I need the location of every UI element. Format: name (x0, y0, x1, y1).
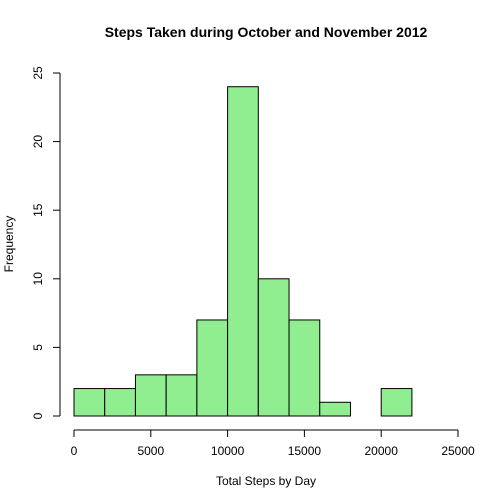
x-tick-label: 25000 (441, 444, 475, 458)
y-tick-label: 20 (31, 135, 45, 149)
x-tick-label: 20000 (365, 444, 399, 458)
bars-group (73, 86, 413, 417)
y-tick-label: 10 (31, 272, 45, 286)
histogram-bar (319, 401, 351, 417)
histogram-bar (196, 319, 229, 417)
histogram-bar (134, 374, 167, 417)
y-tick-label: 5 (31, 344, 45, 351)
histogram-bar (257, 278, 290, 417)
y-axis: 0 5 10 15 20 25 (31, 66, 61, 419)
x-axis: 0 5000 10000 15000 20000 25000 (71, 429, 475, 458)
histogram-bar (227, 86, 259, 417)
histogram-bar (73, 388, 106, 417)
chart-title: Steps Taken during October and November … (105, 24, 428, 40)
x-tick-label: 0 (71, 444, 78, 458)
x-tick-label: 15000 (288, 444, 322, 458)
x-tick-label: 10000 (211, 444, 245, 458)
y-tick-label: 15 (31, 203, 45, 217)
y-tick-label: 0 (31, 412, 45, 419)
histogram-bar (380, 388, 413, 417)
histogram-bar (104, 388, 136, 417)
y-axis-title: Frequency (2, 216, 16, 273)
histogram-bar (288, 319, 321, 417)
x-tick-label: 5000 (137, 444, 164, 458)
y-tick-label: 25 (31, 66, 45, 80)
histogram-bar (165, 374, 198, 417)
x-axis-title: Total Steps by Day (216, 474, 316, 488)
